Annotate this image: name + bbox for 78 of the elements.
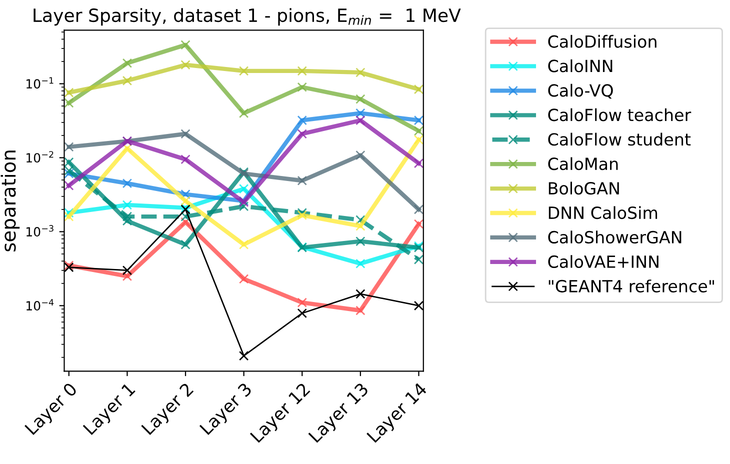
- point: [356, 215, 366, 225]
- point: [180, 212, 190, 222]
- point: [356, 68, 366, 78]
- legend-label: CaloFlow student: [548, 132, 691, 146]
- point: [356, 289, 366, 299]
- point: [414, 115, 424, 126]
- point: [414, 300, 424, 311]
- point: [122, 58, 132, 68]
- point: [356, 150, 366, 160]
- point: [122, 143, 132, 154]
- point: [356, 306, 366, 316]
- point: [297, 176, 307, 186]
- point: [122, 271, 132, 282]
- y-tick-label: 10$^{−3}$: [26, 225, 54, 237]
- point: [180, 40, 190, 50]
- point: [180, 154, 190, 164]
- point: [356, 108, 366, 118]
- point: [356, 221, 366, 231]
- point: [180, 189, 190, 200]
- point: [297, 66, 307, 76]
- point: [356, 94, 366, 104]
- point: [238, 350, 249, 361]
- point: [297, 298, 307, 308]
- point: [297, 82, 307, 92]
- point: [122, 200, 132, 210]
- point: [64, 208, 74, 218]
- point: [414, 204, 424, 214]
- point: [356, 236, 366, 246]
- point: [297, 210, 307, 220]
- point: [238, 240, 249, 250]
- point: [356, 258, 366, 268]
- point: [238, 184, 249, 194]
- point: [180, 129, 190, 139]
- y-axis-title: separation: [0, 150, 20, 252]
- legend-label: BoloGAN: [548, 182, 619, 195]
- point: [238, 201, 249, 212]
- point: [238, 274, 249, 284]
- point: [297, 308, 307, 318]
- point: [238, 66, 249, 76]
- point: [64, 98, 74, 108]
- point: [414, 158, 424, 168]
- legend-label: CaloVAE+INN: [548, 255, 658, 268]
- point: [297, 129, 307, 139]
- legend-label: CaloFlow teacher: [548, 108, 692, 122]
- point: [238, 108, 249, 118]
- point: [297, 115, 307, 126]
- point: [64, 168, 74, 178]
- point: [122, 76, 132, 86]
- y-tick-label: 10$^{−4}$: [26, 299, 54, 310]
- legend-label: Calo-VQ: [548, 84, 613, 99]
- legend-label: CaloINN: [548, 59, 612, 72]
- legend-label: CaloDiffusion: [548, 34, 656, 48]
- point: [64, 88, 74, 98]
- point: [414, 126, 424, 136]
- point: [180, 196, 190, 206]
- point: [122, 212, 132, 222]
- legend-label: DNN CaloSim: [548, 206, 658, 220]
- point: [64, 212, 74, 222]
- point: [122, 178, 132, 188]
- point: [64, 157, 74, 168]
- point: [64, 166, 74, 176]
- point: [122, 216, 132, 226]
- point: [180, 60, 190, 70]
- point: [414, 254, 424, 264]
- legend-label: CaloMan: [548, 157, 618, 170]
- point: [64, 180, 74, 190]
- y-tick-label: 10$^{−1}$: [26, 77, 54, 89]
- point: [180, 240, 190, 250]
- legend-label: CaloShowerGAN: [548, 230, 682, 244]
- chart-title: Layer Sparsity, dataset 1 - pions, E$_{min}$ = 1 MeV: [34, 8, 461, 26]
- legend-label: "GEANT4 reference": [548, 280, 714, 292]
- point: [356, 115, 366, 126]
- point: [414, 84, 424, 94]
- point: [64, 142, 74, 152]
- point: [414, 134, 424, 145]
- point: [414, 219, 424, 229]
- point: [122, 266, 132, 276]
- y-tick-label: 10$^{−2}$: [26, 151, 54, 163]
